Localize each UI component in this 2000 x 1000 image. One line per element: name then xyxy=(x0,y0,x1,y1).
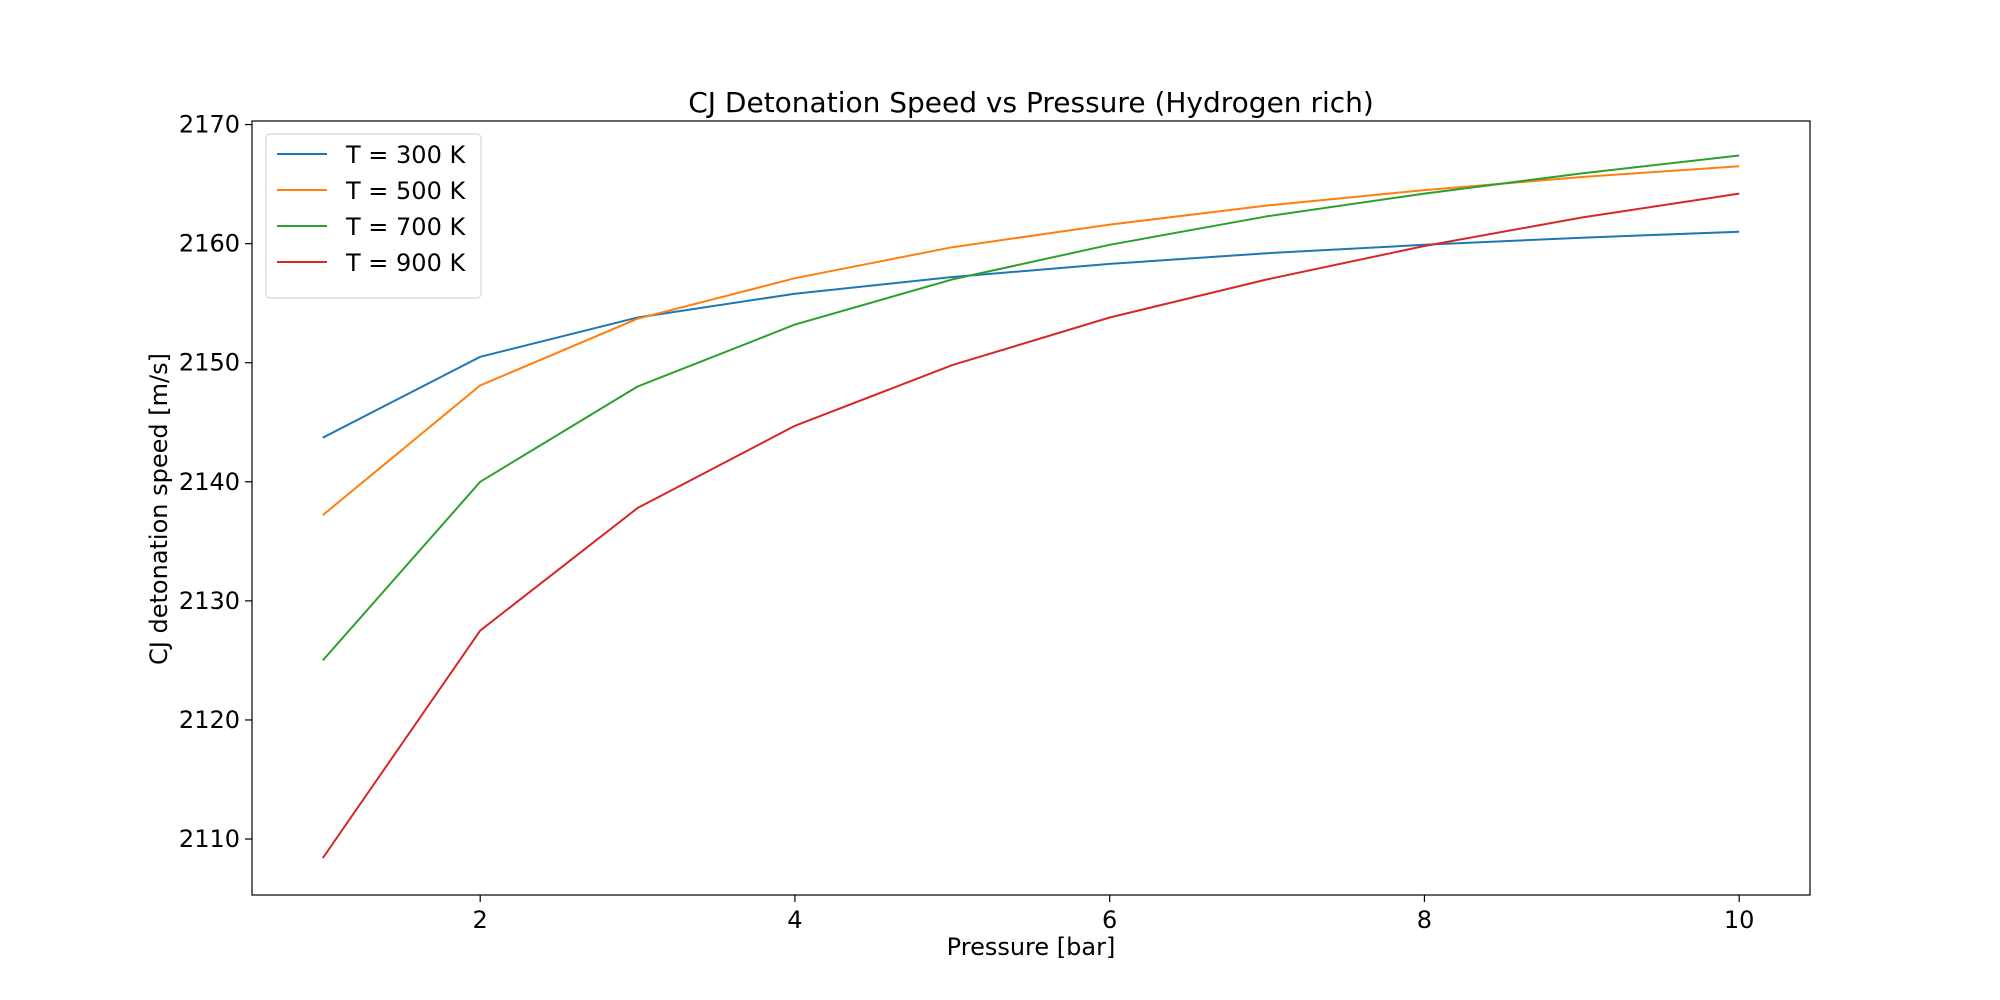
x-tick-label: 10 xyxy=(1724,906,1755,934)
series-line-4 xyxy=(321,192,1740,859)
x-tick-label: 2 xyxy=(473,906,488,934)
x-tick-label: 6 xyxy=(1102,906,1117,934)
y-tick-label: 2130 xyxy=(179,587,240,615)
legend: T = 300 K T = 500 K T = 700 K T = 900 K xyxy=(265,133,482,299)
x-tick-label: 4 xyxy=(787,906,802,934)
axes-frame xyxy=(251,120,1811,896)
series-line-3 xyxy=(322,154,1740,662)
chart-title: CJ Detonation Speed vs Pressure (Hydroge… xyxy=(688,86,1374,119)
legend-box xyxy=(265,133,482,299)
series-line-1 xyxy=(322,230,1740,439)
y-tick-label: 2160 xyxy=(179,230,240,258)
legend-label: T = 700 K xyxy=(345,213,466,241)
legend-label: T = 300 K xyxy=(345,141,466,169)
legend-label: T = 900 K xyxy=(345,249,466,277)
x-tick-label: 8 xyxy=(1417,906,1432,934)
y-axis-label: CJ detonation speed [m/s] xyxy=(145,353,173,665)
y-tick-label: 2120 xyxy=(179,706,240,734)
x-axis-label: Pressure [bar] xyxy=(947,933,1116,961)
y-tick-label: 2140 xyxy=(179,468,240,496)
legend-label: T = 500 K xyxy=(345,177,466,205)
plot-area xyxy=(251,120,1811,896)
y-tick-label: 2150 xyxy=(179,349,240,377)
axis-ticks: 2 4 6 8 10 2110 2120 2130 2140 2150 2160 2170 xyxy=(179,111,1755,934)
y-tick-label: 2110 xyxy=(179,825,240,853)
y-tick-label: 2170 xyxy=(179,111,240,139)
